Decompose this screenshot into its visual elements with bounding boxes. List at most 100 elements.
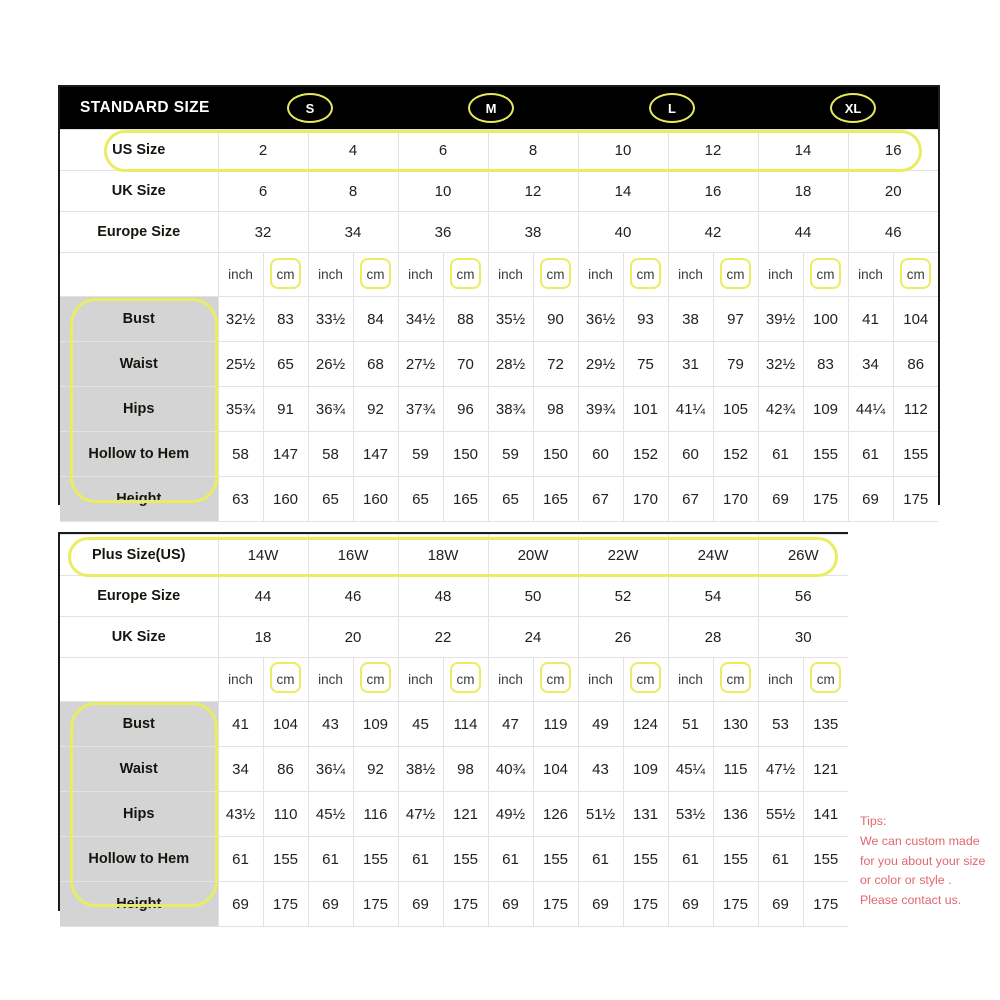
standard-row: Europe Size 32 34 36 38 40 42 44 46 — [60, 211, 938, 253]
standard-measurement-cell: 58 — [217, 431, 264, 477]
standard-measurement-cell: 60 — [667, 431, 714, 477]
standard-cell: 34 — [307, 211, 399, 253]
plus-measurement-cell: 47½ — [397, 791, 444, 837]
plus-measurement-cell: 155 — [802, 836, 848, 882]
standard-row-label: US Size — [60, 129, 219, 171]
standard-measurement-cell: 27½ — [397, 341, 444, 387]
plus-unit-cm: cm — [442, 657, 489, 702]
plus-measurement-cell: 115 — [712, 746, 759, 792]
standard-measurement-cell: 59 — [397, 431, 444, 477]
plus-cell: 18 — [217, 616, 309, 658]
plus-measurement-cell: 61 — [577, 836, 624, 882]
standard-measurement-label: Hips — [60, 386, 219, 432]
plus-measurement-cell: 109 — [352, 701, 399, 747]
plus-unit-cm: cm — [622, 657, 669, 702]
standard-measurement-cell: 101 — [622, 386, 669, 432]
standard-measurement-cell: 39¾ — [577, 386, 624, 432]
standard-measurement-cell: 109 — [802, 386, 849, 432]
plus-cell: 50 — [487, 575, 579, 617]
standard-cell: 32 — [217, 211, 309, 253]
plus-unit-inch: inch — [217, 657, 264, 702]
standard-measurement-row: Bust 32½ 83 33½ 84 34½ 88 35½ 90 36½ 93 38 97 39½ 100 4… — [60, 296, 938, 342]
standard-unit-cm: cm — [622, 252, 669, 297]
plus-size-grid: Plus Size(US) 14W 16W 18W 20W 22W 24W 26W Europe… — [60, 534, 848, 927]
standard-cell: 14 — [577, 170, 669, 212]
standard-measurement-cell: 28½ — [487, 341, 534, 387]
standard-cell: 4 — [307, 129, 399, 171]
plus-measurement-cell: 135 — [802, 701, 848, 747]
standard-measurement-cell: 38¾ — [487, 386, 534, 432]
standard-unit-inch: inch — [487, 252, 534, 297]
plus-measurement-cell: 51½ — [577, 791, 624, 837]
size-badge-m: M — [468, 93, 514, 123]
plus-size-table: Plus Size(US) 14W 16W 18W 20W 22W 24W 26W Europe… — [58, 532, 848, 927]
standard-measurement-cell: 96 — [442, 386, 489, 432]
standard-measurement-cell: 165 — [442, 476, 489, 522]
plus-measurement-cell: 34 — [217, 746, 264, 792]
plus-cell: 28 — [667, 616, 759, 658]
standard-cell: 12 — [667, 129, 759, 171]
standard-measurement-cell: 69 — [847, 476, 894, 522]
plus-measurement-cell: 69 — [757, 881, 804, 927]
standard-measurement-cell: 175 — [802, 476, 849, 522]
standard-measurement-cell: 25½ — [217, 341, 264, 387]
plus-measurement-cell: 53 — [757, 701, 804, 747]
standard-measurement-cell: 97 — [712, 296, 759, 342]
standard-measurement-cell: 83 — [802, 341, 849, 387]
plus-measurement-cell: 55½ — [757, 791, 804, 837]
standard-unit-inch: inch — [847, 252, 894, 297]
plus-measurement-cell: 43½ — [217, 791, 264, 837]
standard-measurement-cell: 41 — [847, 296, 894, 342]
standard-cell: 10 — [577, 129, 669, 171]
standard-measurement-cell: 100 — [802, 296, 849, 342]
plus-unit-inch: inch — [307, 657, 354, 702]
standard-cell: 36 — [397, 211, 489, 253]
standard-unit-cm: cm — [712, 252, 759, 297]
plus-measurement-cell: 155 — [352, 836, 399, 882]
standard-measurement-cell: 65 — [307, 476, 354, 522]
standard-measurement-cell: 79 — [712, 341, 759, 387]
plus-row-label: UK Size — [60, 616, 219, 658]
standard-measurement-cell: 34 — [847, 341, 894, 387]
standard-measurement-cell: 34½ — [397, 296, 444, 342]
plus-measurement-cell: 38½ — [397, 746, 444, 792]
standard-measurement-cell: 170 — [712, 476, 759, 522]
standard-measurement-cell: 69 — [757, 476, 804, 522]
plus-measurement-cell: 131 — [622, 791, 669, 837]
standard-measurement-cell: 32½ — [217, 296, 264, 342]
standard-row-label: UK Size — [60, 170, 219, 212]
plus-measurement-cell: 175 — [622, 881, 669, 927]
standard-measurement-row: Height 63 160 65 160 65 165 65 165 67 170 67 170 69 17… — [60, 476, 938, 522]
plus-cell: 24 — [487, 616, 579, 658]
plus-measurement-cell: 49½ — [487, 791, 534, 837]
standard-unit-row: inch cm inch cm inch cm inch cm inch cm inch cm inch… — [60, 252, 938, 297]
standard-measurement-cell: 86 — [892, 341, 938, 387]
standard-measurement-cell: 65 — [487, 476, 534, 522]
standard-measurement-cell: 147 — [352, 431, 399, 477]
plus-measurement-cell: 49 — [577, 701, 624, 747]
plus-measurement-cell: 155 — [532, 836, 579, 882]
standard-measurement-cell: 37¾ — [397, 386, 444, 432]
plus-measurement-cell: 86 — [262, 746, 309, 792]
standard-measurement-cell: 60 — [577, 431, 624, 477]
standard-measurement-cell: 67 — [667, 476, 714, 522]
standard-measurement-cell: 93 — [622, 296, 669, 342]
plus-measurement-cell: 47½ — [757, 746, 804, 792]
plus-measurement-cell: 61 — [757, 836, 804, 882]
plus-measurement-cell: 175 — [352, 881, 399, 927]
standard-measurement-cell: 39½ — [757, 296, 804, 342]
plus-row-label: Europe Size — [60, 575, 219, 617]
standard-measurement-cell: 29½ — [577, 341, 624, 387]
standard-measurement-cell: 58 — [307, 431, 354, 477]
plus-measurement-label: Hollow to Hem — [60, 836, 219, 882]
plus-measurement-row: Hollow to Hem 61 155 61 155 61 155 61 155 61 155 61… — [60, 836, 848, 882]
standard-measurement-cell: 35½ — [487, 296, 534, 342]
plus-measurement-cell: 69 — [217, 881, 264, 927]
plus-cell: 22W — [577, 534, 669, 576]
plus-measurement-label: Height — [60, 881, 219, 927]
plus-measurement-label: Waist — [60, 746, 219, 792]
plus-unit-cm: cm — [262, 657, 309, 702]
standard-cell: 6 — [397, 129, 489, 171]
standard-measurement-label: Hollow to Hem — [60, 431, 219, 477]
standard-size-grid: US Size 2 4 6 8 10 12 14 16 UK Size 6 8 10 12 14 16 18 20… — [60, 129, 938, 522]
